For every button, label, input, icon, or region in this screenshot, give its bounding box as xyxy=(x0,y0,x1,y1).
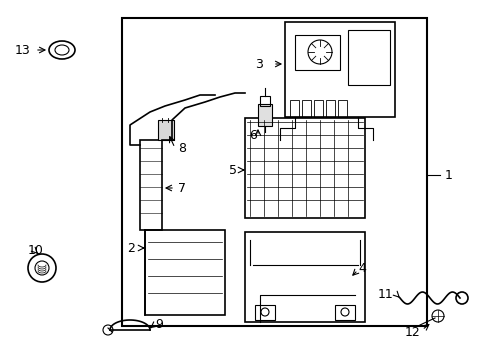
Bar xyxy=(244,118,364,218)
Bar xyxy=(260,96,269,106)
Text: 10: 10 xyxy=(28,243,44,257)
Bar xyxy=(294,35,339,70)
Text: 13: 13 xyxy=(14,44,30,57)
Bar xyxy=(337,100,346,117)
Bar xyxy=(347,30,389,85)
Bar xyxy=(244,232,364,322)
Text: 8: 8 xyxy=(178,141,185,154)
Text: 2: 2 xyxy=(127,242,135,255)
Text: 7: 7 xyxy=(178,181,185,194)
Text: 5: 5 xyxy=(228,163,237,176)
Bar xyxy=(254,305,274,320)
Bar xyxy=(289,100,298,117)
Bar xyxy=(325,100,334,117)
Bar xyxy=(334,305,354,320)
Bar xyxy=(140,140,162,230)
Text: 12: 12 xyxy=(404,325,419,338)
Bar xyxy=(313,100,323,117)
Text: 9: 9 xyxy=(155,319,163,332)
Bar xyxy=(122,18,426,326)
Bar xyxy=(158,120,174,140)
Bar xyxy=(258,104,271,126)
Bar xyxy=(285,22,394,117)
Bar xyxy=(302,100,310,117)
Text: 3: 3 xyxy=(255,58,263,71)
Text: 1: 1 xyxy=(444,168,452,181)
Text: 6: 6 xyxy=(248,129,257,141)
Text: 4: 4 xyxy=(357,261,365,274)
Text: 11: 11 xyxy=(376,288,392,302)
Bar xyxy=(145,230,224,315)
